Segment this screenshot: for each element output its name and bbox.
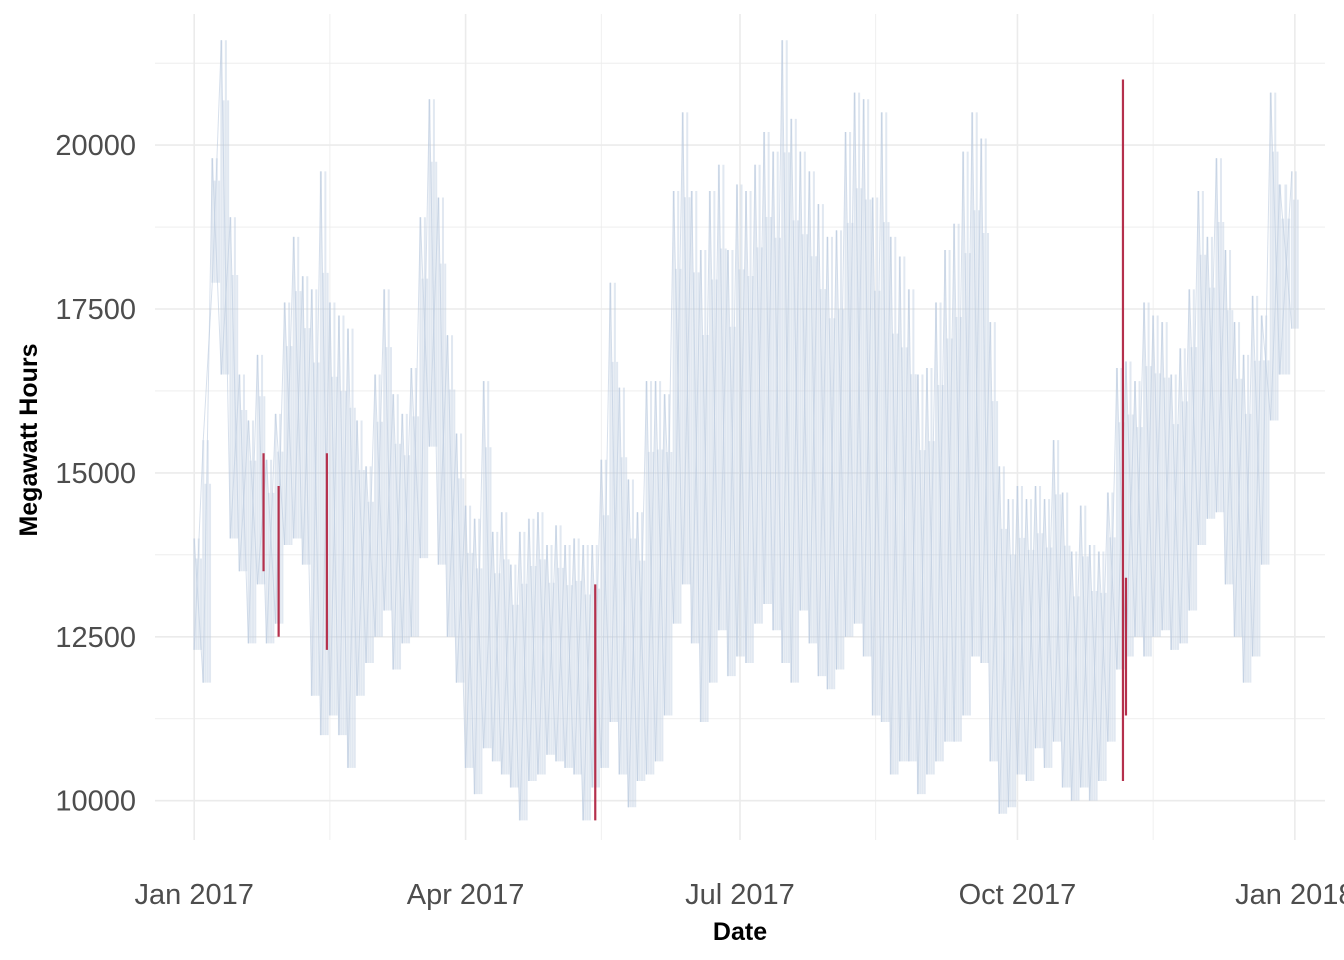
- x-tick-label: Jul 2017: [685, 879, 795, 911]
- x-tick-label: Jan 2018: [1235, 879, 1344, 911]
- series-group: [194, 40, 1298, 820]
- x-tick-label: Oct 2017: [959, 879, 1077, 911]
- y-tick-label: 15000: [55, 458, 136, 490]
- y-tick-label: 20000: [55, 130, 136, 162]
- y-axis-title: Megawatt Hours: [15, 343, 43, 536]
- y-tick-label: 12500: [55, 622, 136, 654]
- x-axis-title: Date: [713, 918, 767, 946]
- y-tick-label: 10000: [55, 786, 136, 818]
- x-tick-label: Apr 2017: [407, 879, 525, 911]
- y-tick-label: 17500: [55, 294, 136, 326]
- x-tick-label: Jan 2017: [135, 879, 254, 911]
